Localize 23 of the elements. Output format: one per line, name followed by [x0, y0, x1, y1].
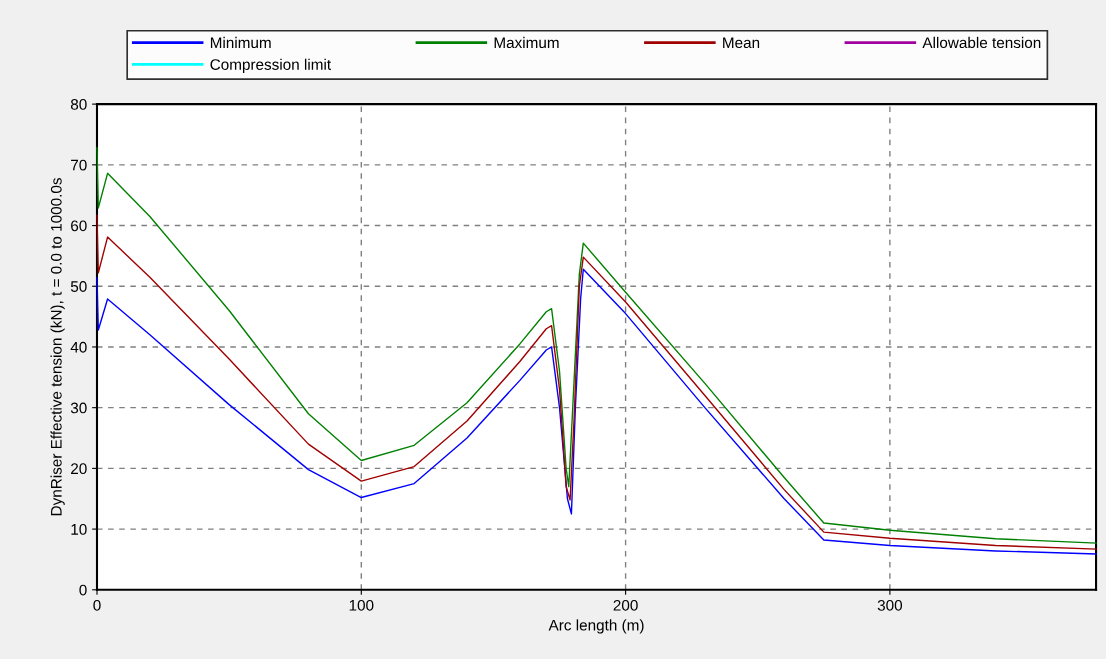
y-tick-label: 60 — [71, 220, 87, 232]
y-tick-label: 80 — [70, 98, 87, 110]
y-tick-label: 50 — [70, 281, 87, 292]
line-series — [96, 147, 1097, 544]
legend-label: Maximum — [494, 36, 559, 49]
x-tick-label: 300 — [877, 599, 903, 611]
x-tick-label: 200 — [613, 599, 638, 611]
x-tick-label: 100 — [349, 599, 374, 611]
line-series — [96, 214, 1097, 550]
y-tick-label: 70 — [71, 159, 87, 171]
x-axis-title: Arc length (m) — [548, 619, 644, 634]
legend-label: Minimum — [210, 36, 271, 49]
y-tick-label: 30 — [70, 402, 87, 414]
y-tick-label: 0 — [79, 584, 87, 596]
legend-label: Mean — [723, 37, 760, 49]
y-tick-label: 40 — [70, 341, 87, 353]
legend-label: Compression limit — [210, 58, 331, 73]
legend-label: Allowable tension — [922, 36, 1041, 49]
x-tick-label: 0 — [93, 599, 101, 611]
y-axis-title: DynRiser Effective tension (kN), t = 0.0 to 1000.0s — [50, 178, 65, 516]
y-tick-label: 10 — [71, 523, 87, 535]
y-tick-label: 20 — [71, 463, 87, 475]
line-series — [96, 268, 1097, 555]
